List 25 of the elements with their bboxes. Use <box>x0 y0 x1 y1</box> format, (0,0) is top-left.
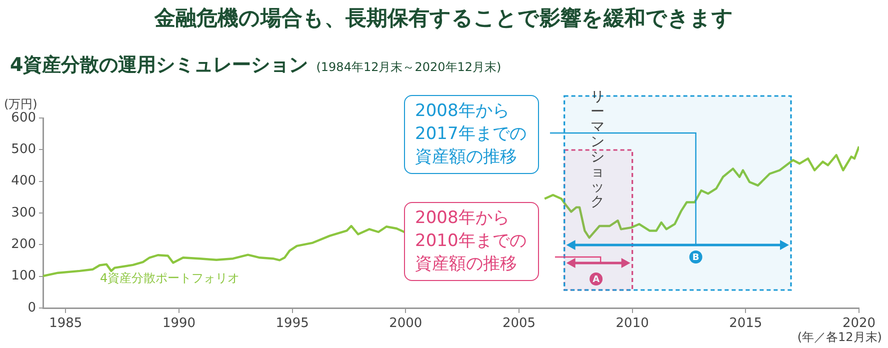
x-tick-label: 2005 <box>502 316 536 332</box>
chart-title: 金融危機の場合も、長期保有することで影響を緩和できます <box>153 5 734 32</box>
x-tick-label: 1995 <box>276 316 309 332</box>
y-tick-label: 600 <box>11 110 36 126</box>
x-tick-label: 2015 <box>729 316 762 332</box>
y-tick-label: 100 <box>11 268 36 284</box>
x-axis-title: (年／各12月末) <box>797 329 882 346</box>
y-tick-label: 500 <box>11 142 36 158</box>
band-label: B <box>692 252 700 263</box>
y-axis-title: (万円) <box>4 96 38 112</box>
x-tick-label: 1985 <box>49 316 82 332</box>
y-tick-label: 200 <box>11 237 36 252</box>
annotation: 2008年から2010年までの資産額の推移 <box>404 202 539 281</box>
y-tick-label: 400 <box>11 174 36 189</box>
chart-subtitle: 4資産分散の運用シミュレーション <box>10 54 308 76</box>
x-tick-label: 2000 <box>389 316 422 332</box>
x-tick-label: 2020 <box>842 316 876 332</box>
x-tick-label: 1990 <box>162 316 196 332</box>
annotation: 2008年から2017年までの資産額の推移 <box>404 95 539 174</box>
y-tick-label: 300 <box>11 205 36 220</box>
x-tick-label: 2010 <box>616 316 649 332</box>
series-label: 4資産分散ポートフォリオ <box>100 270 240 287</box>
text: (1984年12月末～2020年12月末) <box>316 60 502 74</box>
y-tick-label: 0 <box>28 300 36 316</box>
band-label: A <box>592 274 600 285</box>
